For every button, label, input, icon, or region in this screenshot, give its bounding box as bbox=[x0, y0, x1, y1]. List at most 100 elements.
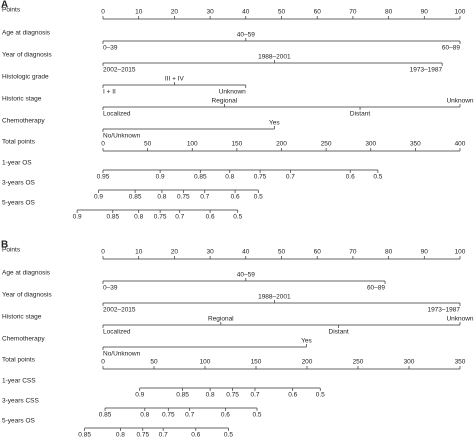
axis-name: Points bbox=[2, 7, 21, 14]
level-label: I + II bbox=[103, 89, 116, 96]
level-label: 40–59 bbox=[237, 272, 255, 279]
outcome-label: 0.75 bbox=[254, 174, 267, 181]
panel-label: A bbox=[1, 0, 8, 11]
level-label: Yes bbox=[301, 338, 312, 345]
level-label: Localized bbox=[103, 329, 131, 336]
outcome-label: 0.85 bbox=[194, 174, 207, 181]
tick-label: 150 bbox=[251, 359, 262, 366]
tick-label: 0 bbox=[101, 249, 105, 256]
axis-name: Points bbox=[2, 247, 21, 254]
tick-label: 300 bbox=[365, 141, 376, 148]
outcome-label: 0.9 bbox=[94, 194, 103, 201]
tick-label: 40 bbox=[242, 249, 250, 256]
level-label: 1973–1987 bbox=[427, 307, 460, 314]
outcome-label: 0.5 bbox=[224, 432, 233, 439]
tick-label: 70 bbox=[349, 249, 357, 256]
tick-label: 10 bbox=[135, 249, 143, 256]
level-label: III + IV bbox=[165, 76, 185, 83]
tick-label: 300 bbox=[404, 359, 415, 366]
tick-label: 80 bbox=[385, 9, 393, 16]
tick-label: 10 bbox=[135, 9, 143, 16]
tick-label: 0 bbox=[101, 359, 105, 366]
level-label: 60–89 bbox=[442, 45, 460, 52]
tick-label: 30 bbox=[206, 9, 214, 16]
outcome-label: 0.6 bbox=[221, 412, 230, 419]
row-name: Chemotherapy bbox=[2, 336, 45, 343]
level-label: Distant bbox=[329, 329, 349, 336]
level-label: 2002–2015 bbox=[103, 67, 136, 74]
outcome-label: 0.5 bbox=[254, 194, 263, 201]
outcome-label: 0.85 bbox=[99, 412, 112, 419]
outcome-label: 0.95 bbox=[97, 174, 110, 181]
row-name: Year of diagnosis bbox=[2, 292, 52, 299]
outcome-label: 0.75 bbox=[177, 194, 190, 201]
tick-label: 50 bbox=[144, 141, 152, 148]
outcome-name: 3-years CSS bbox=[2, 398, 40, 405]
tick-label: 100 bbox=[187, 141, 198, 148]
tick-label: 50 bbox=[278, 9, 286, 16]
outcome-label: 0.7 bbox=[200, 194, 209, 201]
tick-label: 350 bbox=[455, 359, 466, 366]
tick-label: 70 bbox=[349, 9, 357, 16]
tick-label: 150 bbox=[231, 141, 242, 148]
outcome-label: 0.85 bbox=[106, 214, 119, 221]
outcome-label: 0.5 bbox=[252, 412, 261, 419]
outcome-label: 0.85 bbox=[78, 432, 91, 439]
tick-label: 80 bbox=[385, 249, 393, 256]
level-label: 60–89 bbox=[367, 285, 385, 292]
level-label: Distant bbox=[350, 111, 370, 118]
row-name: Year of diagnosis bbox=[2, 52, 52, 59]
tick-label: 0 bbox=[101, 141, 105, 148]
level-label: Regional bbox=[208, 316, 234, 323]
outcome-name: 5-years OS bbox=[2, 418, 36, 425]
outcome-label: 0.75 bbox=[226, 392, 239, 399]
outcome-label: 0.85 bbox=[129, 194, 142, 201]
tick-label: 350 bbox=[410, 141, 421, 148]
level-label: 2002–2015 bbox=[103, 307, 136, 314]
outcome-label: 0.5 bbox=[373, 174, 382, 181]
row-name: Chemotherapy bbox=[2, 118, 45, 125]
level-label: Unknown bbox=[446, 316, 473, 323]
level-label: 40–59 bbox=[237, 32, 255, 39]
outcome-label: 0.9 bbox=[156, 174, 165, 181]
outcome-label: 0.6 bbox=[288, 392, 297, 399]
level-label: Regional bbox=[212, 98, 238, 105]
outcome-label: 0.8 bbox=[134, 214, 143, 221]
outcome-label: 0.5 bbox=[233, 214, 242, 221]
level-label: 0–39 bbox=[103, 285, 118, 292]
tick-label: 40 bbox=[242, 9, 250, 16]
outcome-label: 0.6 bbox=[206, 214, 215, 221]
panel-label: B bbox=[1, 240, 8, 251]
outcome-label: 0.8 bbox=[157, 194, 166, 201]
level-label: Unknown bbox=[219, 89, 246, 96]
outcome-label: 0.7 bbox=[250, 392, 259, 399]
tick-label: 100 bbox=[200, 359, 211, 366]
tick-label: 20 bbox=[171, 249, 179, 256]
tick-label: 200 bbox=[276, 141, 287, 148]
outcome-label: 0.9 bbox=[135, 392, 144, 399]
row-name: Histologic grade bbox=[2, 74, 49, 81]
axis-name: Total points bbox=[2, 357, 36, 364]
tick-label: 50 bbox=[278, 249, 286, 256]
outcome-label: 0.7 bbox=[159, 432, 168, 439]
outcome-name: 1-year OS bbox=[2, 160, 32, 167]
outcome-label: 0.9 bbox=[73, 214, 82, 221]
tick-label: 100 bbox=[455, 249, 466, 256]
level-label: 1973–1987 bbox=[410, 67, 443, 74]
outcome-label: 0.8 bbox=[116, 432, 125, 439]
axis-name: Total points bbox=[2, 139, 36, 146]
row-name: Historic stage bbox=[2, 96, 42, 103]
tick-label: 50 bbox=[150, 359, 158, 366]
outcome-label: 0.8 bbox=[225, 174, 234, 181]
tick-label: 20 bbox=[171, 9, 179, 16]
tick-label: 400 bbox=[455, 141, 466, 148]
outcome-label: 0.75 bbox=[136, 432, 149, 439]
outcome-name: 3-years OS bbox=[2, 180, 36, 187]
outcome-label: 0.8 bbox=[206, 392, 215, 399]
tick-label: 60 bbox=[314, 9, 322, 16]
outcome-label: 0.7 bbox=[286, 174, 295, 181]
tick-label: 90 bbox=[421, 9, 429, 16]
tick-label: 250 bbox=[321, 141, 332, 148]
level-label: Unknown bbox=[446, 98, 473, 105]
